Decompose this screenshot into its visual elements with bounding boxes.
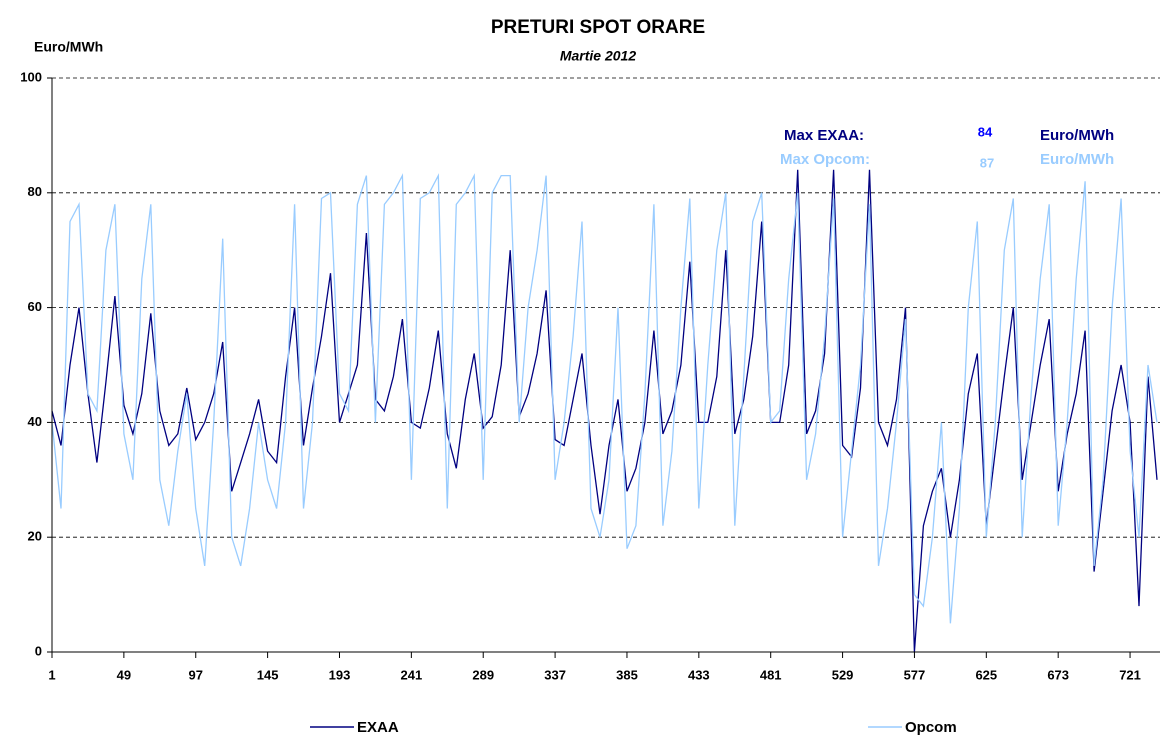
x-tick-label: 1 [48, 667, 55, 682]
chart-title: PRETURI SPOT ORARE [491, 17, 705, 38]
annotation: 87 [980, 155, 994, 170]
x-tick-label: 289 [472, 667, 494, 682]
y-tick-label: 20 [28, 529, 42, 544]
annotation: 84 [978, 124, 993, 139]
legend-label: EXAA [357, 719, 399, 736]
y-tick-label: 0 [35, 643, 42, 658]
annotation: Max Opcom: [780, 151, 870, 168]
x-tick-label: 625 [975, 667, 997, 682]
annotation: Euro/MWh [1040, 151, 1114, 168]
legend-label: Opcom [905, 719, 957, 736]
chart-subtitle: Martie 2012 [560, 48, 636, 64]
x-tick-label: 721 [1119, 667, 1141, 682]
x-tick-label: 673 [1047, 667, 1069, 682]
y-tick-label: 60 [28, 299, 42, 314]
annotation: Max EXAA: [784, 127, 864, 144]
y-tick-label: 40 [28, 414, 42, 429]
x-tick-label: 481 [760, 667, 782, 682]
annotation: Euro/MWh [1040, 127, 1114, 144]
x-tick-label: 433 [688, 667, 710, 682]
x-tick-label: 49 [117, 667, 131, 682]
x-tick-label: 97 [189, 667, 203, 682]
y-tick-label: 80 [28, 184, 42, 199]
x-tick-label: 145 [257, 667, 279, 682]
y-tick-label: 100 [20, 69, 42, 84]
y-axis-label: Euro/MWh [34, 39, 103, 55]
series-line [51, 173, 1158, 624]
x-tick-label: 241 [400, 667, 422, 682]
x-tick-label: 193 [329, 667, 351, 682]
x-tick-label: 529 [832, 667, 854, 682]
series-line [51, 169, 1158, 653]
x-tick-label: 337 [544, 667, 566, 682]
x-tick-label: 385 [616, 667, 638, 682]
x-tick-label: 577 [904, 667, 926, 682]
